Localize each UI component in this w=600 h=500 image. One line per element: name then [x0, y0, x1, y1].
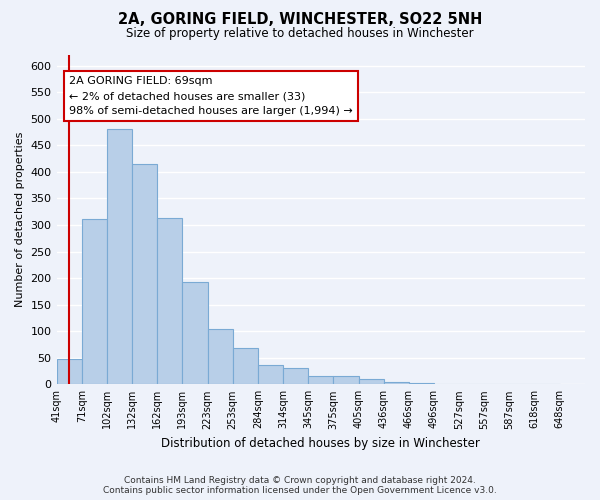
Bar	[182, 282, 208, 384]
Bar	[334, 376, 359, 384]
Y-axis label: Number of detached properties: Number of detached properties	[15, 132, 25, 308]
Bar	[308, 376, 334, 384]
Text: Contains HM Land Registry data © Crown copyright and database right 2024.
Contai: Contains HM Land Registry data © Crown c…	[103, 476, 497, 495]
Bar	[56, 360, 82, 384]
Bar	[107, 130, 132, 384]
X-axis label: Distribution of detached houses by size in Winchester: Distribution of detached houses by size …	[161, 437, 480, 450]
Bar	[233, 348, 258, 385]
Bar	[383, 382, 409, 384]
Bar	[283, 368, 308, 384]
Bar	[359, 379, 383, 384]
Text: 2A GORING FIELD: 69sqm
← 2% of detached houses are smaller (33)
98% of semi-deta: 2A GORING FIELD: 69sqm ← 2% of detached …	[69, 76, 353, 116]
Bar	[258, 365, 283, 384]
Text: Size of property relative to detached houses in Winchester: Size of property relative to detached ho…	[126, 28, 474, 40]
Bar	[208, 328, 233, 384]
Bar	[82, 219, 107, 384]
Bar	[157, 218, 182, 384]
Bar	[409, 383, 434, 384]
Bar	[132, 164, 157, 384]
Text: 2A, GORING FIELD, WINCHESTER, SO22 5NH: 2A, GORING FIELD, WINCHESTER, SO22 5NH	[118, 12, 482, 28]
